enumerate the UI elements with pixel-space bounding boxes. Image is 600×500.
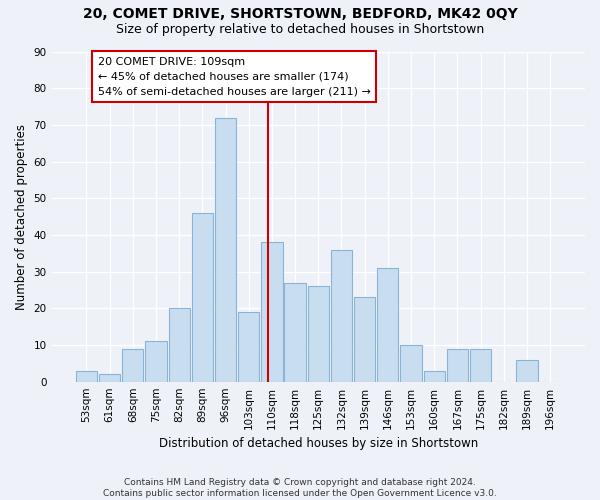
Bar: [377, 268, 398, 382]
Bar: [122, 348, 143, 382]
Bar: [238, 312, 259, 382]
Bar: [145, 342, 167, 382]
Bar: [354, 298, 375, 382]
Bar: [215, 118, 236, 382]
Text: Contains HM Land Registry data © Crown copyright and database right 2024.
Contai: Contains HM Land Registry data © Crown c…: [103, 478, 497, 498]
Bar: [331, 250, 352, 382]
Bar: [191, 213, 213, 382]
Bar: [308, 286, 329, 382]
Bar: [516, 360, 538, 382]
Text: 20 COMET DRIVE: 109sqm
← 45% of detached houses are smaller (174)
54% of semi-de: 20 COMET DRIVE: 109sqm ← 45% of detached…: [98, 57, 371, 96]
Text: 20, COMET DRIVE, SHORTSTOWN, BEDFORD, MK42 0QY: 20, COMET DRIVE, SHORTSTOWN, BEDFORD, MK…: [83, 8, 517, 22]
Bar: [169, 308, 190, 382]
Bar: [99, 374, 120, 382]
Bar: [446, 348, 468, 382]
X-axis label: Distribution of detached houses by size in Shortstown: Distribution of detached houses by size …: [158, 437, 478, 450]
Bar: [424, 370, 445, 382]
Bar: [470, 348, 491, 382]
Bar: [400, 345, 422, 382]
Bar: [261, 242, 283, 382]
Text: Size of property relative to detached houses in Shortstown: Size of property relative to detached ho…: [116, 22, 484, 36]
Y-axis label: Number of detached properties: Number of detached properties: [15, 124, 28, 310]
Bar: [76, 370, 97, 382]
Bar: [284, 282, 306, 382]
